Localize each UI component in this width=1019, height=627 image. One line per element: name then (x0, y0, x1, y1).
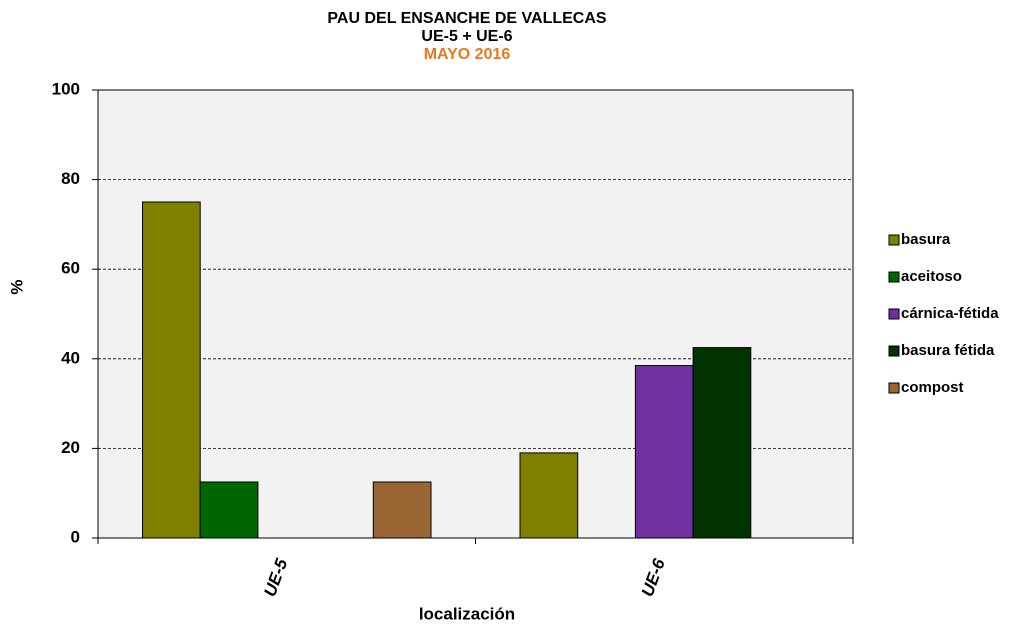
bar (142, 201, 201, 539)
chart-title: PAU DEL ENSANCHE DE VALLECAS (327, 10, 606, 27)
chart-title: UE-5 + UE-6 (421, 28, 512, 45)
legend-swatch (888, 308, 900, 320)
bar (634, 365, 694, 539)
legend-swatch (888, 234, 900, 246)
bar (692, 347, 752, 539)
x-axis-label: localización (419, 604, 515, 623)
legend-swatch (888, 382, 900, 394)
y-tick-label: 0 (71, 527, 80, 546)
chart-title: MAYO 2016 (424, 46, 511, 63)
y-tick-label: 60 (61, 259, 80, 278)
legend-swatch (888, 345, 900, 357)
legend-label: cárnica-fétida (901, 305, 999, 322)
legend-label: basura (901, 231, 951, 248)
legend-label: aceitoso (901, 268, 962, 285)
x-tick-label: UE-5 (260, 556, 291, 599)
bar (199, 481, 259, 539)
y-axis-label: % (7, 279, 26, 294)
legend-swatch (888, 271, 900, 283)
y-tick-label: 80 (61, 169, 80, 188)
y-tick-label: 20 (61, 438, 80, 457)
bar (519, 452, 579, 539)
y-tick-label: 100 (52, 79, 80, 98)
x-tick-label: UE-6 (638, 556, 669, 599)
legend-label: basura fétida (901, 342, 995, 359)
legend-label: compost (901, 379, 964, 396)
y-tick-label: 40 (61, 348, 80, 367)
bar (372, 481, 432, 539)
